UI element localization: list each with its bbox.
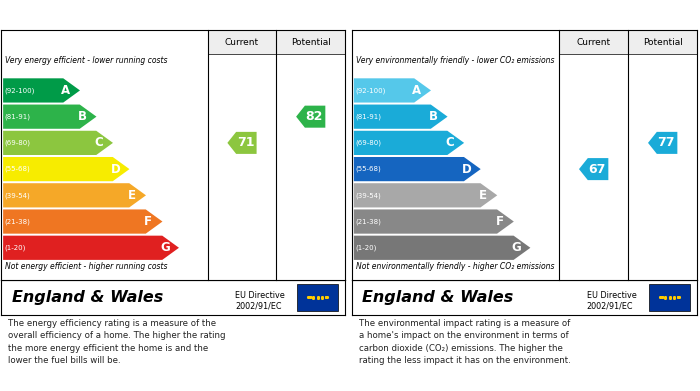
- Text: Energy Efficiency Rating: Energy Efficiency Rating: [10, 9, 173, 22]
- Text: Environmental Impact (CO₂) Rating: Environmental Impact (CO₂) Rating: [360, 9, 595, 22]
- FancyBboxPatch shape: [649, 284, 690, 310]
- Text: Potential: Potential: [643, 38, 682, 47]
- Text: (81-91): (81-91): [356, 113, 382, 120]
- Polygon shape: [354, 131, 464, 155]
- Text: Very environmentally friendly - lower CO₂ emissions: Very environmentally friendly - lower CO…: [356, 56, 554, 65]
- Polygon shape: [354, 183, 497, 208]
- Text: G: G: [160, 241, 169, 254]
- Text: The energy efficiency rating is a measure of the
overall efficiency of a home. T: The energy efficiency rating is a measur…: [8, 319, 226, 365]
- Bar: [208, 30, 276, 54]
- Text: England & Wales: England & Wales: [363, 290, 514, 305]
- Text: (39-54): (39-54): [356, 192, 382, 199]
- Text: (1-20): (1-20): [5, 244, 26, 251]
- Polygon shape: [354, 157, 481, 181]
- Polygon shape: [3, 78, 80, 102]
- Text: (92-100): (92-100): [356, 87, 386, 94]
- Text: EU Directive
2002/91/EC: EU Directive 2002/91/EC: [587, 291, 636, 310]
- Text: (55-68): (55-68): [356, 166, 382, 172]
- Polygon shape: [354, 236, 531, 260]
- Text: D: D: [111, 163, 120, 176]
- Text: B: B: [78, 110, 87, 123]
- Text: EU Directive
2002/91/EC: EU Directive 2002/91/EC: [235, 291, 285, 310]
- Text: (81-91): (81-91): [5, 113, 31, 120]
- Polygon shape: [3, 183, 146, 208]
- Text: B: B: [429, 110, 438, 123]
- Bar: [559, 30, 628, 54]
- Text: The environmental impact rating is a measure of
a home's impact on the environme: The environmental impact rating is a mea…: [359, 319, 570, 365]
- Text: A: A: [61, 84, 70, 97]
- Text: A: A: [412, 84, 421, 97]
- Text: Current: Current: [577, 38, 610, 47]
- Text: (39-54): (39-54): [5, 192, 31, 199]
- Text: Not energy efficient - higher running costs: Not energy efficient - higher running co…: [5, 262, 167, 271]
- Polygon shape: [3, 236, 179, 260]
- Text: (21-38): (21-38): [356, 218, 382, 225]
- Text: 77: 77: [657, 136, 675, 149]
- Text: G: G: [511, 241, 521, 254]
- Text: (21-38): (21-38): [5, 218, 31, 225]
- Text: C: C: [445, 136, 454, 149]
- Text: Potential: Potential: [290, 38, 330, 47]
- Polygon shape: [648, 132, 678, 154]
- Text: E: E: [479, 189, 487, 202]
- Text: Current: Current: [225, 38, 259, 47]
- Text: (92-100): (92-100): [5, 87, 35, 94]
- Polygon shape: [354, 104, 447, 129]
- FancyBboxPatch shape: [297, 284, 338, 310]
- Text: 82: 82: [305, 110, 323, 123]
- Text: E: E: [128, 189, 136, 202]
- Polygon shape: [228, 132, 257, 154]
- Bar: [276, 30, 345, 54]
- Text: (69-80): (69-80): [356, 140, 382, 146]
- Text: (69-80): (69-80): [5, 140, 31, 146]
- Polygon shape: [296, 106, 326, 128]
- Polygon shape: [579, 158, 608, 180]
- Polygon shape: [3, 131, 113, 155]
- Polygon shape: [3, 104, 97, 129]
- Text: F: F: [144, 215, 153, 228]
- Text: (1-20): (1-20): [356, 244, 377, 251]
- Text: 67: 67: [589, 163, 606, 176]
- Text: Not environmentally friendly - higher CO₂ emissions: Not environmentally friendly - higher CO…: [356, 262, 554, 271]
- Polygon shape: [3, 210, 162, 234]
- Text: England & Wales: England & Wales: [12, 290, 163, 305]
- Polygon shape: [354, 78, 431, 102]
- Polygon shape: [354, 210, 514, 234]
- Text: Very energy efficient - lower running costs: Very energy efficient - lower running co…: [5, 56, 167, 65]
- Polygon shape: [3, 157, 130, 181]
- Text: 71: 71: [237, 136, 254, 149]
- Text: D: D: [461, 163, 471, 176]
- Bar: [628, 30, 697, 54]
- Text: C: C: [94, 136, 103, 149]
- Text: (55-68): (55-68): [5, 166, 31, 172]
- Text: F: F: [496, 215, 503, 228]
